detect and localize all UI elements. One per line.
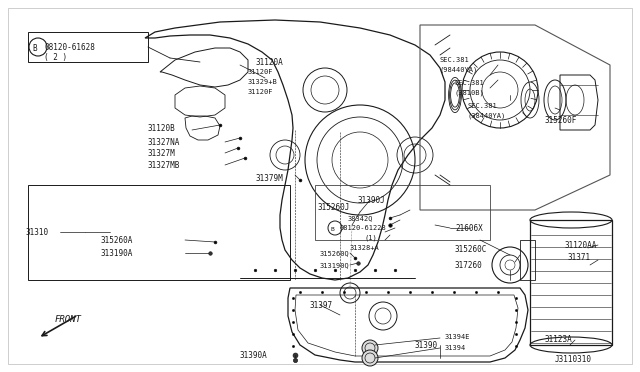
Text: 313190Q: 313190Q bbox=[320, 262, 349, 268]
Text: SEC.381: SEC.381 bbox=[468, 103, 498, 109]
Text: 31397: 31397 bbox=[310, 301, 333, 310]
Text: 31390J: 31390J bbox=[358, 196, 386, 205]
Text: 315260C: 315260C bbox=[455, 246, 488, 254]
Bar bbox=[530, 220, 612, 345]
Text: 31379M: 31379M bbox=[255, 173, 283, 183]
Text: SEC.381: SEC.381 bbox=[440, 57, 470, 63]
Text: 31310: 31310 bbox=[25, 228, 48, 237]
Text: (38440YA): (38440YA) bbox=[468, 113, 506, 119]
Circle shape bbox=[362, 340, 378, 356]
Text: (1): (1) bbox=[365, 235, 378, 241]
Text: 31390: 31390 bbox=[415, 340, 438, 350]
Text: 31327NA: 31327NA bbox=[148, 138, 180, 147]
Text: 31123A: 31123A bbox=[545, 336, 573, 344]
Text: 31394: 31394 bbox=[445, 345, 467, 351]
Text: 38342Q: 38342Q bbox=[348, 215, 374, 221]
Text: 315260Q: 315260Q bbox=[320, 250, 349, 256]
Text: 31394E: 31394E bbox=[445, 334, 470, 340]
Text: 315260J: 315260J bbox=[318, 202, 350, 212]
Text: 08120-61228: 08120-61228 bbox=[340, 225, 387, 231]
Text: 317260: 317260 bbox=[455, 260, 483, 269]
Text: B: B bbox=[330, 227, 334, 231]
Text: 31327MB: 31327MB bbox=[148, 160, 180, 170]
Text: ( 2 ): ( 2 ) bbox=[44, 52, 67, 61]
Text: J3110310: J3110310 bbox=[555, 356, 592, 365]
Text: (3810B): (3810B) bbox=[455, 90, 484, 96]
Text: (98440YA): (98440YA) bbox=[440, 67, 478, 73]
Text: 313190A: 313190A bbox=[100, 248, 132, 257]
Text: FRONT: FRONT bbox=[55, 315, 82, 324]
Text: 31120AA: 31120AA bbox=[565, 241, 597, 250]
Text: B: B bbox=[33, 44, 37, 52]
Text: 315260A: 315260A bbox=[100, 235, 132, 244]
Text: 31390A: 31390A bbox=[240, 350, 268, 359]
Bar bbox=[315, 185, 490, 240]
Text: 31328+A: 31328+A bbox=[350, 245, 380, 251]
Text: 31371: 31371 bbox=[568, 253, 591, 263]
Circle shape bbox=[362, 350, 378, 366]
Text: 31329+B: 31329+B bbox=[248, 79, 278, 85]
Text: 31120A: 31120A bbox=[255, 58, 283, 67]
Text: 31120F: 31120F bbox=[248, 89, 273, 95]
Text: SEC.381: SEC.381 bbox=[455, 80, 484, 86]
Text: 21606X: 21606X bbox=[455, 224, 483, 232]
Text: 31120B: 31120B bbox=[148, 124, 176, 132]
Text: 08120-61628: 08120-61628 bbox=[44, 42, 95, 51]
Text: 315260F: 315260F bbox=[545, 115, 577, 125]
Text: 31120F: 31120F bbox=[248, 69, 273, 75]
Text: 31327M: 31327M bbox=[148, 148, 176, 157]
